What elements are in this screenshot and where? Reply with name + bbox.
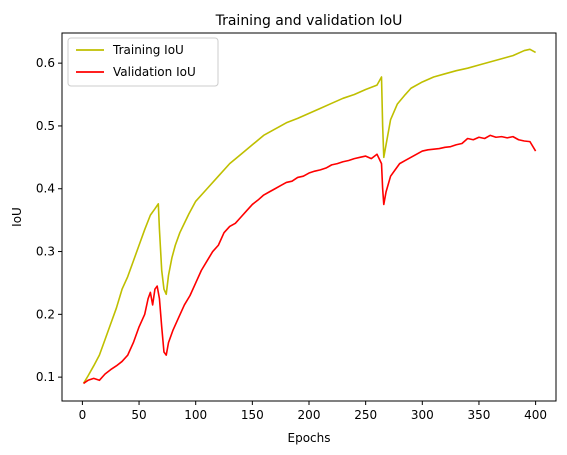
series-line-validation-iou — [83, 134, 537, 385]
legend-label: Training IoU — [112, 43, 184, 57]
plot-frame — [61, 32, 557, 402]
x-axis: 0 50 100 150 200 250 300 350 400 — [79, 401, 547, 422]
y-tick-label: 0.4 — [36, 182, 55, 196]
y-tick-label: 0.1 — [36, 370, 55, 384]
legend-box — [67, 37, 219, 87]
x-tick-label: 250 — [354, 408, 377, 422]
x-tick-label: 350 — [468, 408, 491, 422]
x-tick-label: 300 — [411, 408, 434, 422]
y-tick-label: 0.3 — [36, 245, 55, 259]
plot-area — [82, 48, 537, 385]
y-tick-label: 0.5 — [36, 119, 55, 133]
x-tick-label: 150 — [241, 408, 264, 422]
y-axis-label: IoU — [10, 207, 24, 227]
y-tick-label: 0.6 — [36, 56, 55, 70]
x-tick-label: 0 — [79, 408, 87, 422]
x-tick-label: 100 — [184, 408, 207, 422]
x-axis-label: Epochs — [288, 431, 331, 445]
x-tick-label: 50 — [131, 408, 146, 422]
legend-label: Validation IoU — [113, 65, 196, 79]
y-tick-label: 0.2 — [36, 307, 55, 321]
y-axis: 0.1 0.2 0.3 0.4 0.5 0.6 — [36, 56, 62, 384]
x-tick-label: 200 — [298, 408, 321, 422]
series-line-training-iou — [82, 48, 536, 384]
x-tick-label: 400 — [524, 408, 547, 422]
chart-title: Training and validation IoU — [215, 13, 403, 29]
legend: Training IoU Validation IoU — [67, 37, 219, 87]
